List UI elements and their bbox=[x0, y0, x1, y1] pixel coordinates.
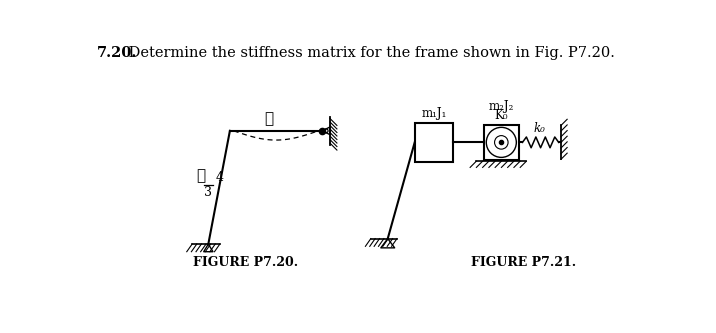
Text: Determine the stiffness matrix for the frame shown in Fig. P7.20.: Determine the stiffness matrix for the f… bbox=[125, 46, 615, 60]
Bar bbox=[415, 123, 453, 162]
Text: 3: 3 bbox=[204, 186, 213, 199]
Text: m₂J₂: m₂J₂ bbox=[488, 100, 514, 113]
Text: ℓ: ℓ bbox=[196, 169, 205, 183]
Text: K₀: K₀ bbox=[495, 109, 508, 122]
Bar bbox=[484, 125, 518, 160]
Text: ℓ: ℓ bbox=[263, 112, 273, 126]
Text: FIGURE P7.20.: FIGURE P7.20. bbox=[193, 256, 298, 269]
Text: 4: 4 bbox=[216, 170, 224, 183]
Text: FIGURE P7.21.: FIGURE P7.21. bbox=[471, 256, 576, 269]
Text: m₁J₁: m₁J₁ bbox=[421, 107, 447, 120]
Text: k₀: k₀ bbox=[534, 122, 546, 135]
Text: 7.20.: 7.20. bbox=[97, 46, 137, 60]
